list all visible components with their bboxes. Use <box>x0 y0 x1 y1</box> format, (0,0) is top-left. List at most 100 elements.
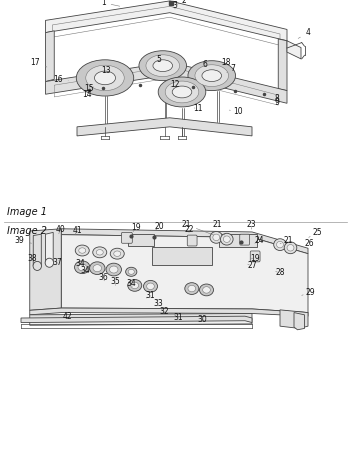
Ellipse shape <box>210 231 223 243</box>
Ellipse shape <box>33 261 42 270</box>
Text: 14: 14 <box>83 90 92 99</box>
Text: 8: 8 <box>274 94 279 103</box>
Ellipse shape <box>195 65 229 87</box>
Text: 34: 34 <box>81 266 91 275</box>
Text: 34: 34 <box>126 279 136 288</box>
Polygon shape <box>46 31 54 82</box>
Polygon shape <box>30 313 252 321</box>
Text: 21: 21 <box>280 236 294 245</box>
Text: Image 1: Image 1 <box>7 207 47 217</box>
Ellipse shape <box>202 70 222 82</box>
Ellipse shape <box>75 245 89 256</box>
Text: 24: 24 <box>254 236 264 245</box>
Ellipse shape <box>93 265 102 272</box>
Text: Image 2: Image 2 <box>7 226 47 236</box>
Text: 33: 33 <box>154 299 163 308</box>
Ellipse shape <box>90 262 105 275</box>
Text: 6: 6 <box>202 60 207 69</box>
Polygon shape <box>46 232 53 264</box>
Ellipse shape <box>75 261 90 274</box>
Text: 41: 41 <box>72 226 82 235</box>
Polygon shape <box>278 39 287 91</box>
Ellipse shape <box>199 284 213 296</box>
Polygon shape <box>30 229 61 310</box>
Text: 22: 22 <box>184 225 194 234</box>
Polygon shape <box>61 229 308 254</box>
Text: 29: 29 <box>302 288 316 297</box>
Polygon shape <box>294 313 304 330</box>
FancyBboxPatch shape <box>250 251 260 262</box>
Text: 16: 16 <box>53 75 68 84</box>
Ellipse shape <box>93 247 107 258</box>
Text: 31: 31 <box>145 291 155 300</box>
Polygon shape <box>77 118 252 136</box>
Ellipse shape <box>86 65 124 91</box>
Text: 15: 15 <box>84 84 94 93</box>
Ellipse shape <box>126 267 137 276</box>
Text: 31: 31 <box>174 313 183 322</box>
Text: 1: 1 <box>101 0 120 7</box>
Text: 19: 19 <box>132 223 141 232</box>
Text: 25: 25 <box>309 228 323 237</box>
Ellipse shape <box>147 283 154 289</box>
Ellipse shape <box>274 239 286 251</box>
Text: 38: 38 <box>27 254 37 263</box>
Text: 42: 42 <box>62 312 72 321</box>
Ellipse shape <box>284 242 297 254</box>
Ellipse shape <box>185 283 199 294</box>
Ellipse shape <box>276 241 284 248</box>
Text: 11: 11 <box>193 104 203 113</box>
Ellipse shape <box>172 86 192 98</box>
Polygon shape <box>46 1 287 41</box>
Ellipse shape <box>146 55 180 77</box>
FancyBboxPatch shape <box>219 234 257 247</box>
Text: 35: 35 <box>110 277 120 286</box>
Polygon shape <box>46 62 287 103</box>
Text: 23: 23 <box>246 220 256 229</box>
Ellipse shape <box>139 51 187 81</box>
FancyBboxPatch shape <box>187 235 197 246</box>
Text: 17: 17 <box>30 58 47 67</box>
Ellipse shape <box>128 280 142 291</box>
Ellipse shape <box>144 280 158 292</box>
FancyBboxPatch shape <box>128 234 154 246</box>
Text: 13: 13 <box>101 66 111 75</box>
Text: 40: 40 <box>55 225 65 234</box>
Text: 30: 30 <box>197 315 207 324</box>
Polygon shape <box>30 308 308 316</box>
Polygon shape <box>287 41 301 59</box>
FancyBboxPatch shape <box>152 247 212 265</box>
Text: 20: 20 <box>154 222 164 231</box>
Text: 4: 4 <box>298 28 310 39</box>
Ellipse shape <box>79 248 86 253</box>
FancyBboxPatch shape <box>240 234 250 245</box>
Ellipse shape <box>128 269 134 274</box>
Text: 39: 39 <box>14 236 32 246</box>
Polygon shape <box>30 319 252 325</box>
Ellipse shape <box>188 285 196 292</box>
Ellipse shape <box>158 77 206 107</box>
Text: 37: 37 <box>52 258 62 267</box>
Ellipse shape <box>223 236 230 242</box>
Ellipse shape <box>287 245 294 251</box>
Ellipse shape <box>76 60 134 96</box>
Text: 36: 36 <box>98 273 108 282</box>
Ellipse shape <box>213 234 220 241</box>
Polygon shape <box>280 310 308 328</box>
Text: 32: 32 <box>160 307 169 316</box>
Ellipse shape <box>94 71 116 85</box>
Ellipse shape <box>165 81 199 103</box>
FancyBboxPatch shape <box>121 232 132 243</box>
Text: 19: 19 <box>251 254 260 263</box>
Ellipse shape <box>110 248 124 259</box>
Text: 12: 12 <box>170 80 180 89</box>
Ellipse shape <box>106 263 121 276</box>
Text: 9: 9 <box>274 98 279 107</box>
Text: 3: 3 <box>173 1 177 10</box>
Ellipse shape <box>188 61 236 91</box>
Text: 2: 2 <box>177 0 186 5</box>
Text: 21: 21 <box>212 220 225 235</box>
Ellipse shape <box>78 264 86 271</box>
Text: 28: 28 <box>275 268 285 277</box>
Text: 27: 27 <box>247 260 257 270</box>
